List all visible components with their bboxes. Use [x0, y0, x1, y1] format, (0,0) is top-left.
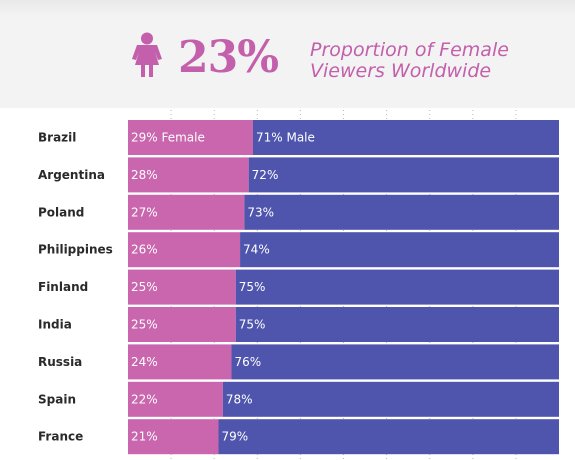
stacked-bar-chart: Brazil 29% Female 71% Male Argentina 28% 72% P…	[38, 110, 560, 460]
male-data-label: 73%	[247, 205, 274, 219]
male-bar	[235, 269, 559, 305]
female-bar	[128, 120, 253, 155]
female-data-label: 28%	[131, 168, 158, 182]
female-bar	[128, 381, 223, 417]
country-label: Russia	[38, 355, 82, 369]
male-bar	[240, 232, 559, 268]
header	[0, 16, 575, 108]
male-data-label: 78%	[226, 392, 253, 406]
female-person-icon	[132, 32, 162, 77]
male-bar	[235, 307, 559, 342]
headline-percentage: 23%	[178, 32, 279, 83]
female-bar	[128, 269, 236, 305]
female-bar	[128, 232, 241, 268]
female-data-label: 25%	[131, 318, 158, 332]
female-data-label: 21%	[131, 430, 158, 444]
headline-text-line1: Proportion of Female	[310, 39, 509, 61]
male-data-label: 74%	[243, 243, 270, 257]
country-label: India	[38, 318, 72, 332]
female-data-label: 25%	[131, 280, 158, 294]
male-bar	[252, 120, 560, 155]
country-label: Poland	[38, 205, 84, 219]
female-bar	[128, 307, 236, 342]
female-bar	[128, 194, 245, 230]
male-bar	[248, 157, 559, 193]
top-band	[0, 0, 575, 16]
female-bar	[128, 419, 219, 455]
male-bar	[222, 381, 559, 417]
male-bar	[244, 194, 559, 230]
male-data-label: 71% Male	[256, 131, 315, 145]
male-data-label: 75%	[239, 318, 266, 332]
country-label: France	[38, 430, 83, 444]
female-bar	[128, 344, 232, 380]
male-bar	[231, 344, 559, 380]
headline-text: Proportion of Female Viewers Worldwide	[310, 40, 509, 82]
female-data-label: 27%	[131, 205, 158, 219]
country-label: Argentina	[38, 168, 105, 182]
country-label: Brazil	[38, 131, 76, 145]
country-label: Finland	[38, 280, 88, 294]
male-data-label: 75%	[239, 280, 266, 294]
female-data-label: 22%	[131, 392, 158, 406]
female-data-label: 29% Female	[131, 131, 205, 145]
female-data-label: 24%	[131, 355, 158, 369]
male-data-label: 76%	[234, 355, 261, 369]
country-label: Philippines	[38, 243, 113, 257]
male-data-label: 72%	[252, 168, 279, 182]
female-bar	[128, 157, 249, 193]
male-bar	[218, 419, 559, 455]
female-data-label: 26%	[131, 243, 158, 257]
male-data-label: 79%	[222, 430, 249, 444]
headline-text-line2: Viewers Worldwide	[310, 60, 492, 82]
country-label: Spain	[38, 392, 76, 406]
